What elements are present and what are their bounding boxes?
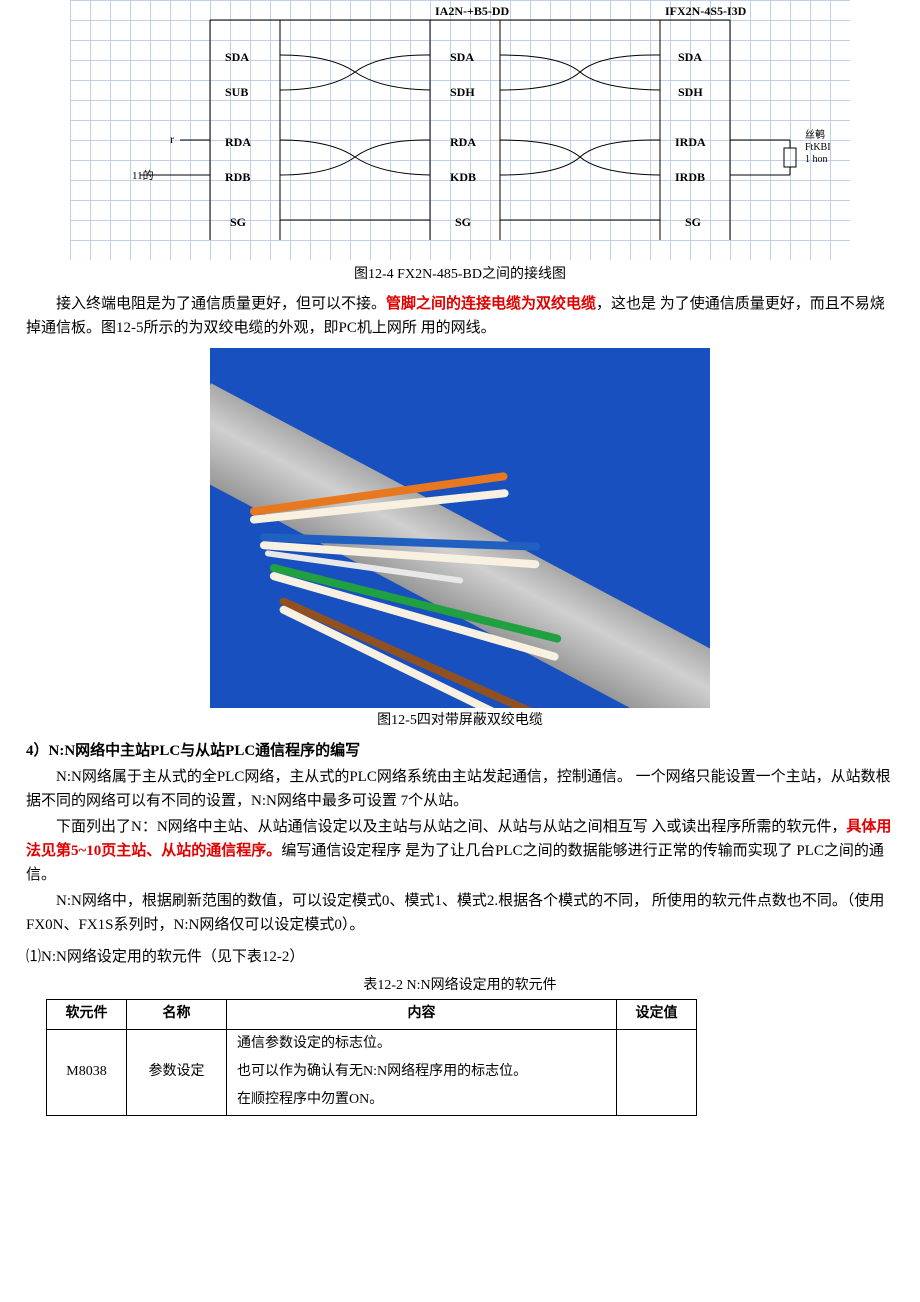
cell-content-1: 通信参数设定的标志位。 [227,1029,617,1058]
right-sda: SDA [678,48,702,67]
right-irda: IRDA [675,133,706,152]
diagram-caption: 图12-4 FX2N-485-BD之间的接线图 [0,264,920,286]
cell-dev: M8038 [47,1029,127,1115]
right-annot: 丝鹌 FtKBI 1 hon [805,130,831,166]
table-header-row: 软元件 名称 内容 设定值 [47,1000,697,1029]
wiring-diagram: IA2N-+B5-DD IFX2N-4S5-I3D SDA SUB RDA RD… [70,0,850,260]
para-3: 下面列出了N：N网络中主站、从站通信设定以及主站与从站之间、从站与从站之间相互写… [26,815,894,887]
heading-4: 4）N:N网络中主站PLC与从站PLC通信程序的编写 [26,739,894,763]
cell-name: 参数设定 [127,1029,227,1115]
cell-content-3: 在顺控程序中勿置ON。 [227,1086,617,1115]
p1-red: 管脚之间的连接电缆为双绞电缆 [386,296,596,312]
th-name: 名称 [127,1000,227,1029]
right-sdh: SDH [678,83,703,102]
device-table: 软元件 名称 内容 设定值 M8038 参数设定 通信参数设定的标志位。 也可以… [46,999,697,1116]
left-annot-r: r [170,130,174,149]
subhead-1: ⑴N:N网络设定用的软元件（见下表12-2） [26,945,894,969]
para-2: N:N网络属于主从式的全PLC网络，主从式的PLC网络系统由主站发起通信，控制通… [26,765,894,813]
left-annot-11: 11的 [132,168,154,186]
left-sg: SG [230,213,246,232]
module-label-1: IA2N-+B5-DD [435,2,509,21]
mid-sdh: SDH [450,83,475,102]
para-1: 接入终端电阻是为了通信质量更好，但可以不接。管脚之间的连接电缆为双绞电缆，这也是… [26,292,894,340]
photo-caption: 图12-5四对带屏蔽双绞电缆 [0,710,920,732]
mid-sda: SDA [450,48,474,67]
p1-pre: 接入终端电阻是为了通信质量更好，但可以不接。 [56,296,386,312]
mid-rda: RDA [450,133,476,152]
left-sda: SDA [225,48,249,67]
th-content: 内容 [227,1000,617,1029]
left-sub: SUB [225,83,248,102]
right-sg: SG [685,213,701,232]
para-4: N:N网络中，根据刷新范围的数值，可以设定模式0、模式1、模式2.根据各个模式的… [26,889,894,937]
mid-sg: SG [455,213,471,232]
left-rdb: RDB [225,168,250,187]
th-val: 设定值 [617,1000,697,1029]
left-rda: RDA [225,133,251,152]
cell-content-2: 也可以作为确认有无N:N网络程序用的标志位。 [227,1058,617,1086]
module-label-2: IFX2N-4S5-I3D [665,2,746,21]
table-caption: 表12-2 N:N网络设定用的软元件 [0,975,920,997]
table-row: M8038 参数设定 通信参数设定的标志位。 [47,1029,697,1058]
mid-kdb: KDB [450,168,476,187]
right-irdb: IRDB [675,168,705,187]
cable-photo [210,348,710,708]
p3-pre: 下面列出了N：N网络中主站、从站通信设定以及主站与从站之间、从站与从站之间相互写… [56,819,846,835]
cell-val [617,1029,697,1115]
th-dev: 软元件 [47,1000,127,1029]
